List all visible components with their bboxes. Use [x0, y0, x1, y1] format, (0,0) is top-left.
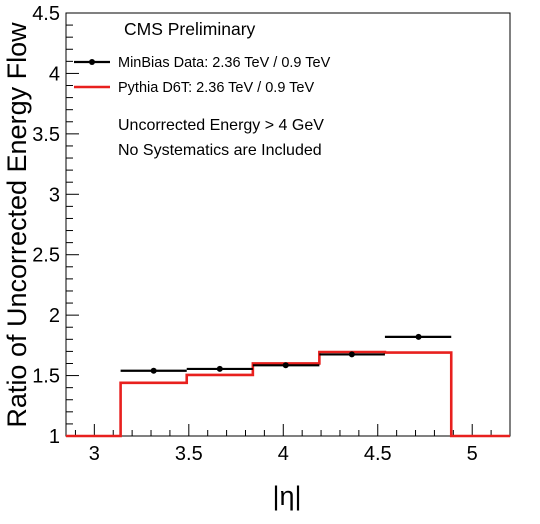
y-tick-label: 4.5	[32, 3, 60, 25]
minbias-data-series	[120, 333, 452, 374]
annotation-systematics: No Systematics are Included	[118, 142, 322, 159]
y-tick-label: 3.5	[32, 124, 60, 146]
y-axis-title: Ratio of Uncorrected Energy Flow	[2, 22, 32, 428]
x-tick-label: 3	[89, 443, 100, 465]
annotation-energy-cut: Uncorrected Energy > 4 GeV	[118, 117, 324, 134]
y-tick-label: 3	[49, 184, 60, 206]
x-axis: 3 3.5 4 4.5 5	[74, 424, 511, 465]
y-tick-label: 2.5	[32, 245, 60, 267]
y-tick-label: 1	[49, 426, 60, 448]
data-point	[415, 333, 422, 340]
y-tick-label: 2	[49, 305, 60, 327]
legend-label-pythia: Pythia D6T: 2.36 TeV / 0.9 TeV	[118, 80, 314, 96]
data-point	[282, 362, 289, 369]
x-tick-label: 4.5	[364, 443, 392, 465]
legend-label-data: MinBias Data: 2.36 TeV / 0.9 TeV	[118, 55, 331, 71]
x-tick-label: 3.5	[175, 443, 203, 465]
chart-header: CMS Preliminary	[124, 19, 256, 39]
plot-frame	[65, 12, 511, 437]
data-point	[216, 365, 223, 372]
x-axis-title: |η|	[272, 481, 301, 511]
data-point	[150, 367, 157, 374]
x-tick-label: 4	[278, 443, 289, 465]
y-tick-label: 4	[49, 63, 60, 85]
legend: MinBias Data: 2.36 TeV / 0.9 TeV Pythia …	[74, 55, 331, 96]
y-axis: 1 1.5 2 2.5 3 3.5 4 4.5	[32, 3, 79, 448]
legend-marker-data-point	[89, 59, 95, 65]
x-tick-label: 5	[467, 443, 478, 465]
y-tick-label: 1.5	[32, 366, 60, 388]
data-point	[348, 351, 355, 358]
